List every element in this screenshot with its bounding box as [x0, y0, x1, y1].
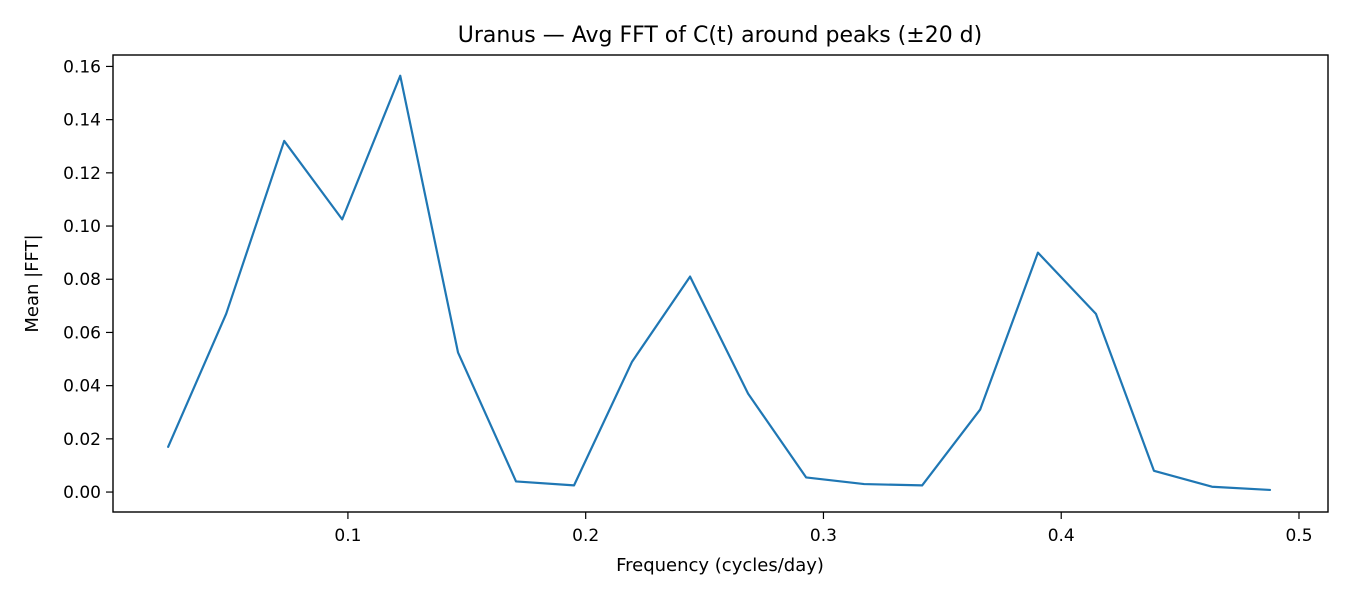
- y-tick-label: 0.14: [63, 111, 101, 131]
- series-layer: [167, 74, 1272, 492]
- series-line: [167, 74, 1272, 492]
- y-tick-label: 0.08: [63, 270, 101, 290]
- y-tick-label: 0.04: [63, 377, 101, 397]
- x-tick-label: 0.1: [334, 526, 361, 546]
- x-tick-label: 0.2: [572, 526, 599, 546]
- plot-frame: [112, 54, 1329, 513]
- y-axis-label: Mean |FFT|: [22, 234, 43, 332]
- y-tick-label: 0.10: [63, 217, 101, 237]
- x-tick-label: 0.5: [1285, 526, 1312, 546]
- y-tick-label: 0.02: [63, 430, 101, 450]
- y-tick-label: 0.12: [63, 164, 101, 184]
- x-axis-label: Frequency (cycles/day): [616, 555, 824, 576]
- x-tick-label: 0.3: [810, 526, 837, 546]
- plot-area: [112, 54, 1329, 513]
- y-tick-label: 0.00: [63, 483, 101, 503]
- y-tick-label: 0.16: [63, 57, 101, 77]
- x-axis: 0.1 0.2 0.3 0.4 0.5: [334, 512, 1313, 546]
- chart-title: Uranus — Avg FFT of C(t) around peaks (±…: [458, 23, 982, 48]
- y-axis: 0.00 0.02 0.04 0.06 0.08 0.10 0.12 0.14 0.16: [63, 57, 113, 503]
- y-tick-label: 0.06: [63, 323, 101, 343]
- x-tick-label: 0.4: [1048, 526, 1075, 546]
